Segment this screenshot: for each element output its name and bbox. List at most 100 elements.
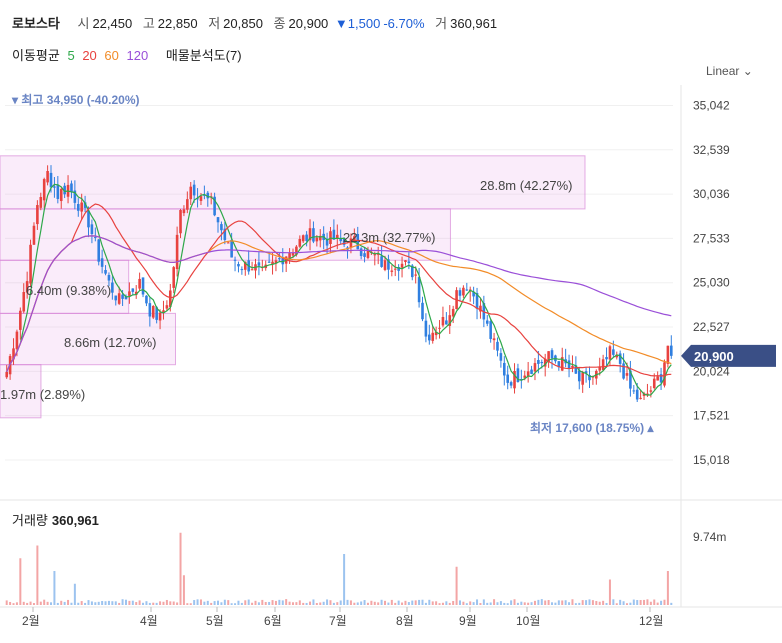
ma5-line: [6, 183, 672, 396]
candle-body: [417, 277, 421, 303]
volume-bar: [602, 600, 605, 605]
month-label: 9월: [459, 614, 477, 628]
volume-bar: [343, 554, 346, 605]
ma-120[interactable]: 120: [126, 48, 149, 63]
candle-body: [56, 184, 60, 199]
volume-bar: [660, 600, 663, 605]
stock-name: 로보스타: [12, 16, 60, 31]
candle-body: [87, 210, 90, 228]
volume-bar: [486, 602, 489, 605]
volume-bar: [414, 600, 417, 605]
month-label: 6월: [264, 614, 282, 628]
volume-bar: [285, 599, 288, 605]
volume-bar: [656, 602, 659, 605]
candle-body: [380, 256, 383, 267]
price-tick-label: 17,521: [693, 409, 730, 423]
volume-bar: [326, 599, 329, 605]
volume-profile-label: 22.3m (32.77%): [343, 230, 436, 245]
volume-bar: [544, 600, 547, 605]
volume-bar: [155, 602, 158, 605]
volume-bar: [537, 599, 540, 605]
volume-bar: [428, 599, 431, 605]
candle-body: [165, 305, 169, 309]
candle-body: [318, 235, 322, 241]
candle-body: [652, 378, 656, 389]
volume-bar: [223, 599, 226, 605]
ma-5[interactable]: 5: [67, 48, 75, 63]
candle-body: [199, 196, 203, 201]
candle-body: [46, 171, 49, 183]
open-label: 시: [77, 16, 90, 31]
volume-panel-value: 360,961: [51, 513, 99, 528]
ma-label[interactable]: 이동평균: [12, 48, 60, 63]
volume-bar: [56, 602, 59, 605]
volume-bar: [353, 602, 356, 605]
volume-bar: [50, 602, 53, 605]
volume-bar: [530, 602, 533, 605]
volume-bar: [346, 599, 349, 605]
candle-body: [94, 236, 97, 238]
candle-body: [25, 281, 29, 293]
candle-body: [373, 254, 377, 256]
volume-bar: [513, 599, 516, 605]
volume-bar: [97, 601, 100, 605]
candle-body: [445, 320, 448, 325]
volume-bar: [574, 603, 577, 605]
volume-bar: [60, 600, 63, 605]
volume-bar: [257, 602, 260, 605]
candle-body: [479, 305, 482, 312]
volume-profile-toggle[interactable]: 매물분석도(7): [165, 48, 242, 63]
volume-bar: [322, 601, 325, 605]
volume-bar: [274, 600, 277, 605]
volume-bar: [493, 599, 496, 605]
candle-body: [363, 253, 366, 257]
volume-bar: [581, 600, 584, 605]
volume-bar: [63, 601, 66, 605]
candle-body: [19, 310, 22, 330]
ma-60[interactable]: 60: [104, 48, 119, 63]
candle-body: [151, 305, 155, 318]
volume-bar: [387, 602, 390, 605]
candle-body: [550, 350, 554, 359]
candle-body: [250, 269, 254, 271]
volume-tick-label: 9.74m: [693, 530, 726, 544]
indicator-row: 이동평균 5 20 60 120 매물분석도(7): [12, 45, 246, 64]
volume-profile-label: 28.8m (42.27%): [480, 178, 573, 193]
close-label: 종: [273, 16, 286, 31]
ma-20[interactable]: 20: [82, 48, 97, 63]
candle-body: [451, 308, 455, 317]
volume-bar: [332, 602, 335, 605]
volume-bar: [145, 601, 148, 605]
volume-bar: [336, 602, 339, 605]
volume-bar: [186, 603, 189, 605]
volume-bar: [118, 602, 121, 605]
candle-body: [175, 234, 179, 270]
candle-body: [639, 397, 642, 399]
volume-bar: [135, 602, 138, 605]
volume-bar: [240, 602, 243, 605]
candle-body: [615, 354, 619, 358]
volume-bar: [482, 599, 485, 605]
volume-bar: [445, 601, 448, 605]
volume-bar: [101, 601, 104, 605]
candle-body: [172, 267, 176, 288]
volume-profile-bar: [0, 259, 130, 314]
volume-bar: [36, 545, 39, 605]
candle-body: [308, 228, 312, 241]
scale-select[interactable]: Linear ⌄: [706, 64, 753, 78]
candle-body: [271, 261, 274, 265]
price-tick-label: 30,036: [693, 187, 730, 201]
candle-body: [274, 260, 278, 264]
volume-bar: [377, 602, 380, 605]
volume-bar: [561, 600, 564, 605]
volume-bar: [643, 599, 646, 605]
volume-bar: [84, 602, 87, 605]
candle-body: [475, 292, 479, 309]
candle-body: [492, 338, 496, 341]
candle-body: [186, 199, 189, 210]
candle-body: [213, 196, 216, 216]
volume-bar: [94, 602, 97, 605]
volume-label: 거: [435, 16, 448, 31]
volume-bar: [128, 600, 131, 605]
